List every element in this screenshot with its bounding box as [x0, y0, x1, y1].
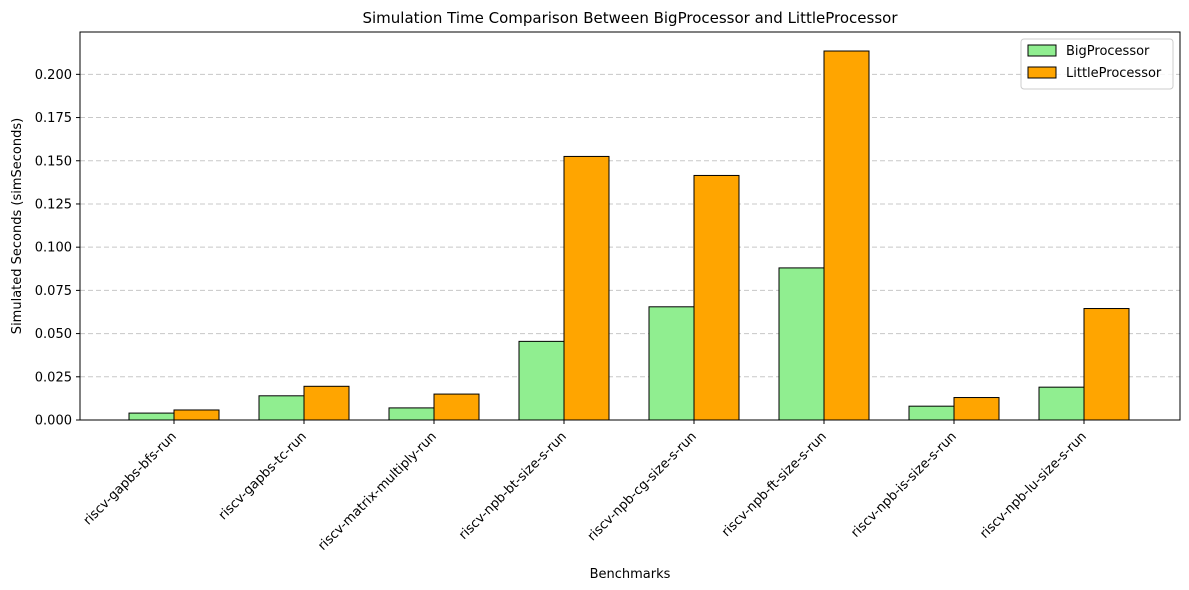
- legend-swatch-bigprocessor: [1027, 44, 1057, 57]
- x-axis-label: Benchmarks: [590, 567, 671, 582]
- y-tick-label: 0.000: [35, 414, 72, 429]
- y-tick-label: 0.150: [35, 154, 72, 169]
- bar-littleprocessor-1: [303, 385, 350, 421]
- legend-box: [1020, 38, 1174, 90]
- bar-bigprocessor-5: [778, 267, 825, 421]
- bar-bigprocessor-0: [128, 412, 175, 421]
- bar-bigprocessor-4: [648, 306, 695, 421]
- bar-littleprocessor-4: [693, 174, 740, 421]
- legend-swatch-littleprocessor: [1027, 66, 1057, 79]
- bar-littleprocessor-2: [433, 393, 480, 421]
- legend-label-littleprocessor: LittleProcessor: [1066, 66, 1162, 81]
- x-tick-label: riscv-npb-ft-size-s-run: [719, 429, 830, 540]
- bar-bigprocessor-7: [1038, 386, 1085, 421]
- x-tick-label: riscv-gapbs-bfs-run: [81, 429, 180, 528]
- x-axis-ticks: riscv-gapbs-bfs-run riscv-gapbs-tc-run ris…: [81, 420, 1090, 554]
- bar-littleprocessor-7: [1083, 308, 1130, 421]
- y-tick-label: 0.050: [35, 327, 72, 342]
- x-tick-label: riscv-npb-bt-size-s-run: [456, 429, 570, 543]
- x-tick-label: riscv-matrix-multiply-run: [315, 429, 439, 553]
- x-tick-label: riscv-npb-is-size-s-run: [848, 429, 959, 540]
- y-tick-label: 0.200: [35, 68, 72, 83]
- legend-label-bigprocessor: BigProcessor: [1066, 44, 1150, 59]
- bar-littleprocessor-6: [953, 397, 1000, 421]
- bar-littleprocessor-5: [823, 50, 870, 421]
- x-tick-label: riscv-npb-lu-size-s-run: [977, 429, 1089, 541]
- y-tick-label: 0.075: [35, 284, 72, 299]
- bar-bigprocessor-6: [908, 405, 955, 421]
- bar-bigprocessor-2: [388, 407, 435, 421]
- plot-frame: [79, 31, 1181, 421]
- y-tick-label: 0.175: [35, 111, 72, 126]
- x-tick-label: riscv-gapbs-tc-run: [216, 429, 310, 523]
- bar-littleprocessor-0: [173, 409, 220, 421]
- y-tick-label: 0.100: [35, 241, 72, 256]
- x-tick-label: riscv-npb-cg-size-s-run: [585, 429, 700, 544]
- y-axis-ticks: 0.000 0.025 0.050 0.075 0.100 0.125 0.150 0.175…: [35, 68, 80, 429]
- bars: [128, 50, 1130, 421]
- bar-littleprocessor-3: [563, 155, 610, 421]
- bar-bigprocessor-3: [518, 340, 565, 421]
- y-tick-label: 0.125: [35, 197, 72, 212]
- y-axis-label: Simulated Seconds (simSeconds): [10, 118, 25, 334]
- chart-title: Simulation Time Comparison Between BigPr…: [362, 9, 898, 27]
- grid-lines: [80, 73, 1180, 421]
- y-tick-label: 0.025: [35, 370, 72, 385]
- legend: BigProcessor LittleProcessor: [1020, 38, 1174, 90]
- bar-bigprocessor-1: [258, 395, 305, 421]
